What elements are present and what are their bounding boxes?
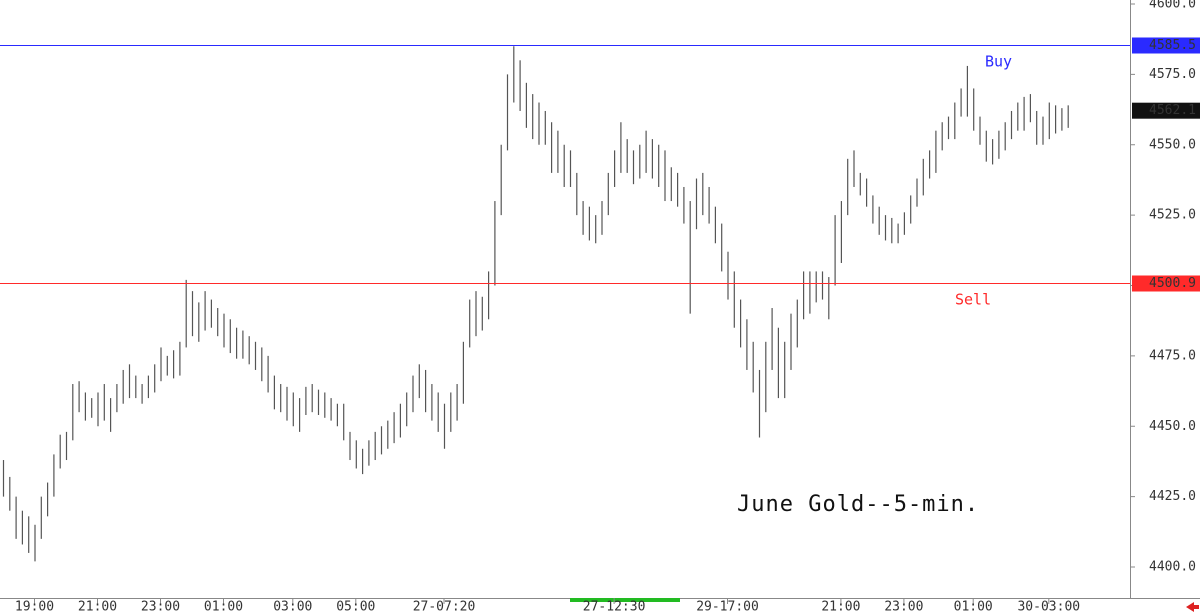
x-tick-label: 05:00	[336, 600, 375, 615]
y-tick-label: 4600.0	[1149, 0, 1196, 12]
x-tick-label: 03:00	[273, 600, 312, 615]
level-name: Sell	[955, 291, 991, 309]
x-tick-label: 19:00	[15, 600, 54, 615]
y-tick-label: 4400.0	[1149, 560, 1196, 575]
x-tick-label: 30-03:00	[1017, 600, 1080, 615]
y-tick-label: 4525.0	[1149, 208, 1196, 223]
x-tick-label: 01:00	[204, 600, 243, 615]
x-tick-label: 29-17:00	[696, 600, 759, 615]
y-tick-label: 4575.0	[1149, 67, 1196, 82]
level-price-box	[1132, 275, 1200, 292]
y-tick-label: 4450.0	[1149, 419, 1196, 434]
scroll-arrow[interactable]	[1186, 602, 1199, 612]
level-price-label: 4500.9	[1149, 276, 1196, 291]
last-price-box	[1132, 102, 1200, 119]
x-tick-label: 23:00	[884, 600, 923, 615]
x-tick-label: 23:00	[141, 600, 180, 615]
x-tick-label: 21:00	[821, 600, 860, 615]
level-price-label: 4585.5	[1149, 38, 1196, 53]
y-tick-label: 4550.0	[1149, 137, 1196, 152]
level-name: Buy	[985, 53, 1012, 71]
x-tick-label: 27-12:30	[583, 600, 646, 615]
x-tick-label: 27-07:20	[413, 600, 476, 615]
x-tick-label: 01:00	[954, 600, 993, 615]
chart-annotation: June Gold--5-min.	[737, 492, 979, 517]
y-tick-label: 4425.0	[1149, 489, 1196, 504]
level-price-box	[1132, 37, 1200, 54]
x-tick-label: 21:00	[78, 600, 117, 615]
last-price-label: 4562.1	[1149, 103, 1196, 118]
session-marker	[570, 598, 680, 602]
y-tick-label: 4475.0	[1149, 348, 1196, 363]
